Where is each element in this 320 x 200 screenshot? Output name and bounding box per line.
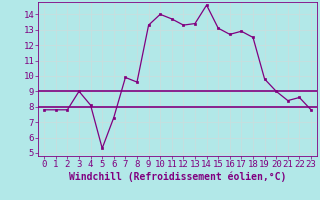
X-axis label: Windchill (Refroidissement éolien,°C): Windchill (Refroidissement éolien,°C) — [69, 172, 286, 182]
